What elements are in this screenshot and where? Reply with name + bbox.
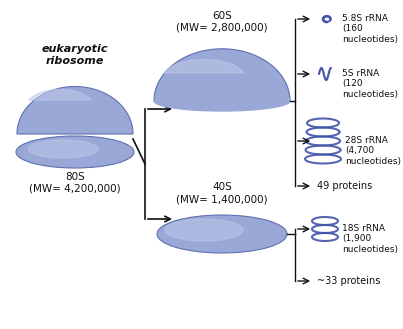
Text: 5.8S rRNA
(160
nucleotides): 5.8S rRNA (160 nucleotides)	[342, 14, 398, 44]
Text: 60S
(MW= 2,800,000): 60S (MW= 2,800,000)	[176, 12, 268, 33]
Text: 40S
(MW= 1,400,000): 40S (MW= 1,400,000)	[176, 182, 268, 204]
Text: 5S rRNA
(120
nucleotides): 5S rRNA (120 nucleotides)	[342, 69, 398, 99]
Polygon shape	[29, 89, 91, 100]
Ellipse shape	[157, 215, 287, 253]
Ellipse shape	[28, 140, 98, 158]
Ellipse shape	[154, 91, 290, 111]
Text: 18S rRNA
(1,900
nucleotides): 18S rRNA (1,900 nucleotides)	[342, 224, 398, 254]
Ellipse shape	[16, 136, 134, 168]
Text: 80S
(MW= 4,200,000): 80S (MW= 4,200,000)	[29, 172, 121, 193]
Text: ~33 proteins: ~33 proteins	[317, 276, 380, 286]
Polygon shape	[164, 60, 244, 73]
Text: 49 proteins: 49 proteins	[317, 181, 372, 191]
Polygon shape	[154, 49, 290, 101]
Ellipse shape	[165, 219, 243, 241]
Polygon shape	[17, 87, 133, 134]
Text: 28S rRNA
(4,700
nucleotides): 28S rRNA (4,700 nucleotides)	[345, 136, 401, 166]
Text: eukaryotic
ribosome: eukaryotic ribosome	[42, 44, 108, 66]
